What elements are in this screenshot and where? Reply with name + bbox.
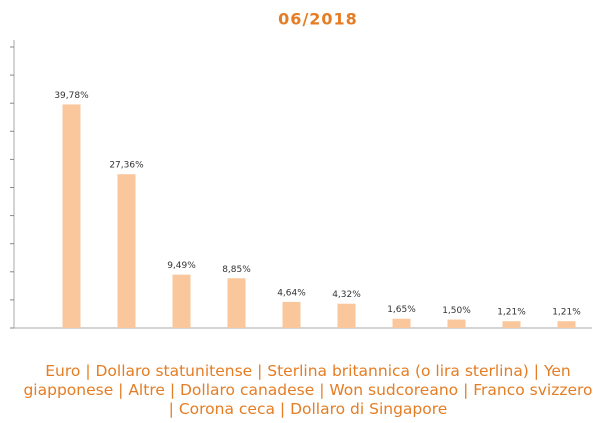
chart: 06/2018 39,78% 27,36% 9,49% 8,85% 4,64% 4,32%… xyxy=(10,10,592,329)
bar xyxy=(172,274,191,328)
value-label: 1,21% xyxy=(497,308,526,318)
value-label: 27,36% xyxy=(109,161,144,171)
value-label: 8,85% xyxy=(222,265,251,275)
category-label: Won sudcoreano xyxy=(314,381,458,399)
bar xyxy=(337,303,356,328)
bar xyxy=(557,321,576,328)
bar xyxy=(282,301,301,328)
category-label: Dollaro di Singapore xyxy=(275,400,447,418)
value-label: 1,65% xyxy=(387,305,416,315)
category-label: Dollaro statunitense xyxy=(80,362,252,380)
value-label: 4,64% xyxy=(277,288,306,298)
category-label: Corona ceca xyxy=(169,400,275,418)
bar xyxy=(502,321,521,328)
category-list: EuroDollaro statunitenseSterlina britann… xyxy=(20,362,596,419)
value-label: 1,21% xyxy=(552,308,581,318)
value-label: 39,78% xyxy=(54,91,89,101)
value-label: 9,49% xyxy=(167,261,196,271)
value-label: 4,32% xyxy=(332,290,361,300)
chart-title: 06/2018 xyxy=(278,10,358,29)
bar xyxy=(392,318,411,328)
bar xyxy=(62,104,81,328)
bar xyxy=(447,319,466,328)
bar xyxy=(117,174,136,328)
category-label: Sterlina britannica (o lira sterlina) xyxy=(252,362,529,380)
category-label: Altre xyxy=(113,381,165,399)
category-label: Euro xyxy=(45,362,81,380)
bar xyxy=(227,278,246,328)
value-label: 1,50% xyxy=(442,306,471,316)
category-label: Franco svizzero xyxy=(458,381,592,399)
category-label: Dollaro canadese xyxy=(165,381,314,399)
